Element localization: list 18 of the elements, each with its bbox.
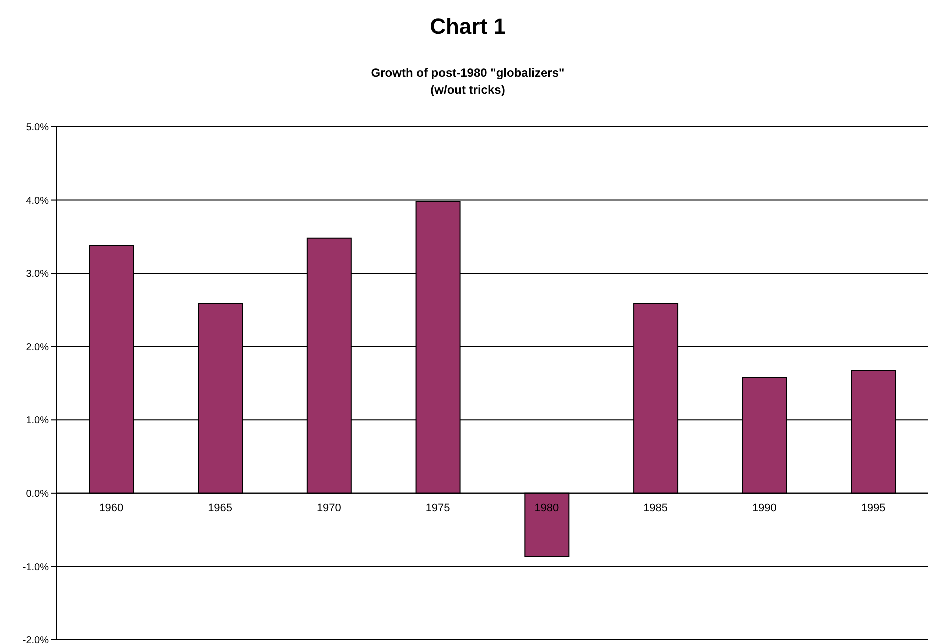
x-tick-label: 1975 [426, 502, 450, 514]
y-tick-label: 3.0% [26, 269, 50, 280]
y-tick-label: 0.0% [26, 488, 50, 500]
y-tick-label: 2.0% [26, 342, 50, 354]
x-tick-label: 1990 [752, 502, 777, 514]
y-tick-label: 4.0% [26, 196, 50, 207]
chart-title: Chart 1 [429, 14, 507, 40]
y-tick-label: -1.0% [22, 562, 50, 574]
x-tick-label: 1970 [316, 502, 342, 514]
x-tick-label: 1995 [861, 502, 886, 514]
y-tick-label: -2.0% [22, 636, 50, 644]
x-tick-label: 1985 [644, 502, 668, 514]
y-tick-label: 1.0% [26, 416, 50, 427]
x-tick-label: 1980 [534, 502, 560, 514]
chart-subtitle: Growth of post-1980 "globalizers" (w/out tricks) [370, 65, 566, 99]
x-tick-label: 1960 [99, 502, 124, 514]
x-tick-label: 1965 [208, 502, 233, 514]
y-tick-label: 5.0% [26, 122, 50, 134]
